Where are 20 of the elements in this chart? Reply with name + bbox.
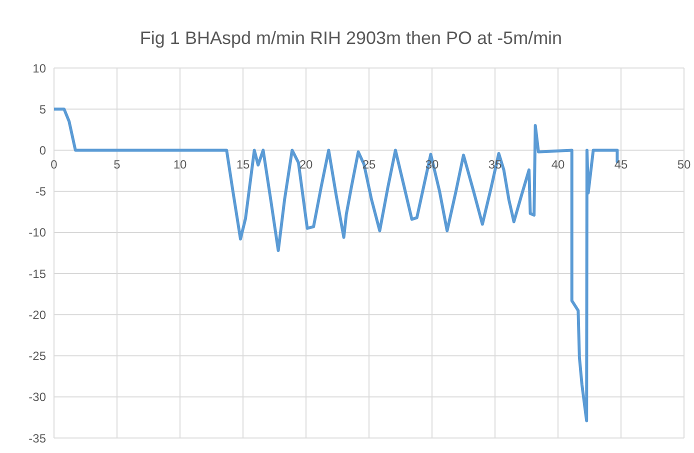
- y-tick-label: -5: [35, 184, 46, 199]
- y-tick-label: -20: [28, 308, 46, 322]
- x-tick-label: 0: [50, 158, 58, 172]
- y-tick-label: 10: [32, 61, 46, 76]
- x-tick-label: 45: [614, 158, 628, 172]
- y-tick-label: 5: [39, 102, 46, 116]
- x-tick-label: 50: [677, 158, 691, 172]
- y-tick-label: -10: [28, 226, 46, 240]
- x-tick-label: 10: [173, 158, 187, 172]
- y-tick-label: -25: [28, 349, 46, 364]
- y-tick-label: -30: [28, 390, 46, 404]
- x-tick-label: 40: [551, 158, 565, 172]
- y-tick-label: -35: [28, 431, 46, 446]
- y-tick-label: 0: [39, 143, 46, 158]
- y-tick-label: -15: [28, 266, 46, 281]
- x-tick-label: 20: [299, 158, 313, 172]
- x-tick-label: 5: [114, 158, 121, 172]
- x-tick-label: 30: [425, 158, 439, 172]
- x-tick-label: 15: [236, 158, 250, 172]
- chart-title: Fig 1 BHAspd m/min RIH 2903m then PO at -5m/min: [138, 28, 564, 49]
